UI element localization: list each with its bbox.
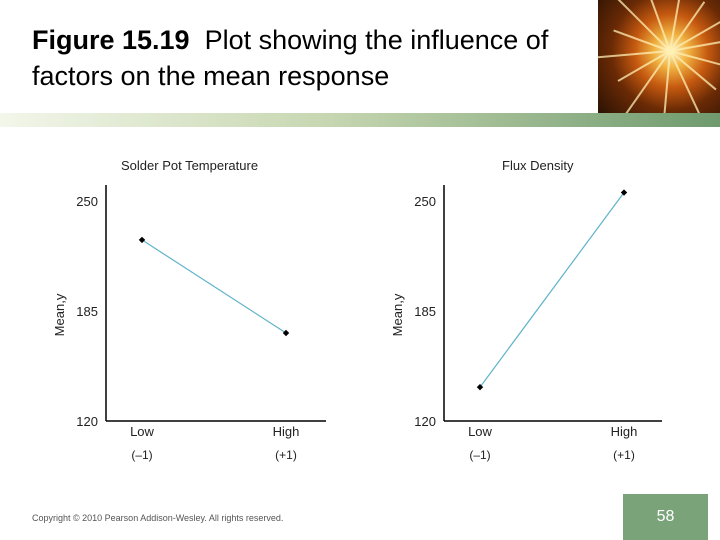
x-tick-label: Low bbox=[130, 424, 154, 439]
series-line bbox=[141, 239, 287, 334]
x-tick-code-label: (+1) bbox=[275, 448, 297, 462]
y-tick-label: 185 bbox=[414, 304, 436, 319]
data-point bbox=[620, 189, 628, 196]
chart-title: Solder Pot Temperature bbox=[121, 158, 258, 173]
data-point bbox=[476, 383, 484, 391]
title-divider bbox=[0, 113, 720, 127]
y-tick-label: 120 bbox=[414, 414, 436, 429]
chart-title: Flux Density bbox=[502, 158, 574, 173]
page-number-box: 58 bbox=[623, 494, 708, 540]
page-number: 58 bbox=[656, 508, 675, 525]
data-point bbox=[282, 329, 290, 337]
x-tick-label: Low bbox=[468, 424, 492, 439]
x-tick-code-label: (–1) bbox=[469, 448, 490, 462]
figure-panel: Solder Pot Temperature 250 185 120 Mean,y Low… bbox=[18, 127, 706, 490]
main-effects-plots: Solder Pot Temperature 250 185 120 Mean,y Low… bbox=[52, 158, 662, 462]
y-axis-label: Mean,y bbox=[52, 293, 67, 336]
series-line bbox=[479, 192, 625, 388]
x-tick-code-label: (–1) bbox=[131, 448, 152, 462]
y-axis-label: Mean,y bbox=[390, 293, 405, 336]
y-tick-label: 185 bbox=[76, 304, 98, 319]
corner-image-ray bbox=[616, 0, 671, 52]
corner-image-ray bbox=[669, 50, 703, 113]
x-tick-label: High bbox=[273, 424, 300, 439]
copyright-notice: Copyright © 2010 Pearson Addison-Wesley.… bbox=[32, 513, 284, 523]
decorative-corner-image bbox=[598, 0, 720, 113]
y-tick-label: 120 bbox=[76, 414, 98, 429]
x-tick-label: High bbox=[611, 424, 638, 439]
figure-number: Figure 15.19 bbox=[32, 25, 190, 55]
figure-caption: Plot showing the influence of factors on… bbox=[32, 25, 549, 91]
y-tick-label: 250 bbox=[414, 194, 436, 209]
x-tick-code-label: (+1) bbox=[613, 448, 635, 462]
data-point bbox=[138, 236, 146, 244]
slide-title: Figure 15.19 Plot showing the influence … bbox=[32, 22, 592, 94]
y-tick-label: 250 bbox=[76, 194, 98, 209]
